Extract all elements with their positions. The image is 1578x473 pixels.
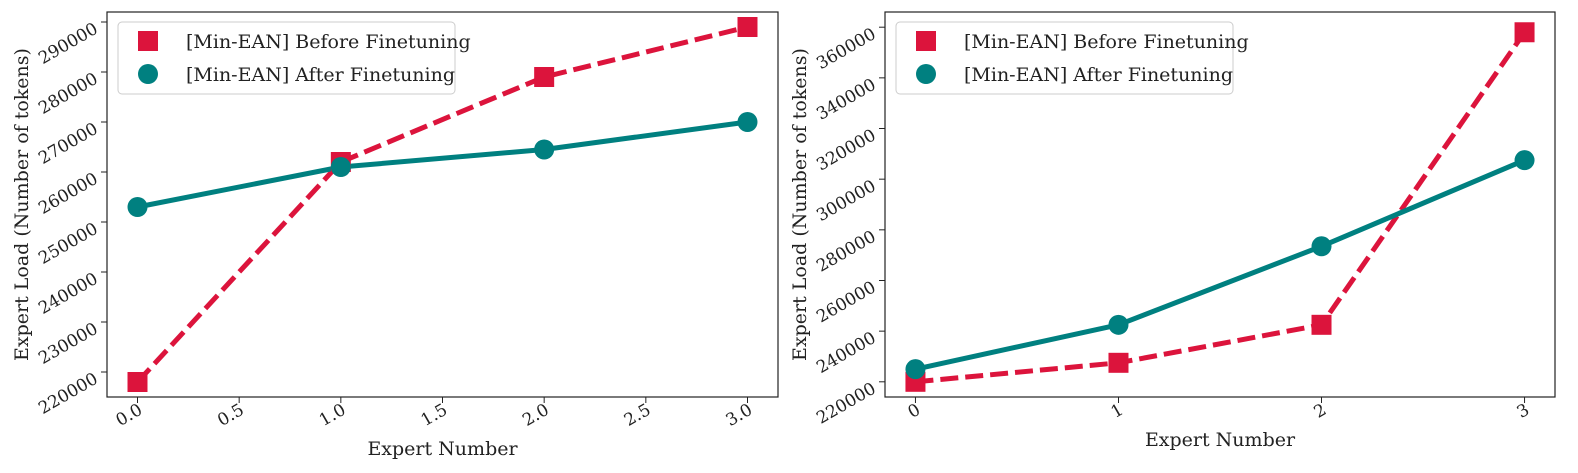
x-tick-label: 1 (1108, 400, 1127, 423)
data-point-after-finetuning (534, 139, 555, 160)
y-tick-label: 290000 (35, 19, 101, 69)
y-axis-label: Expert Load (Number of tokens) (11, 48, 33, 361)
legend-marker-before-finetuning (916, 31, 936, 51)
y-tick-label: 240000 (813, 328, 879, 378)
legend-label: [Min-EAN] After Finetuning (964, 64, 1233, 86)
chart-2: 0 1 2 3 220000240000260000280000300000320000… (789, 11, 1556, 451)
legend-marker-before-finetuning (138, 31, 158, 51)
data-point-before-finetuning (534, 67, 555, 87)
y-tick-label: 270000 (35, 119, 101, 169)
data-point-after-finetuning (905, 359, 926, 380)
series-line-before-finetuning (915, 30, 1527, 385)
plot-frame (884, 11, 1556, 398)
y-tick-label: 320000 (813, 126, 879, 176)
data-point-after-finetuning (737, 112, 758, 132)
x-tick-label: 1.0 (316, 400, 349, 431)
legend-label: [Min-EAN] Before Finetuning (186, 31, 471, 53)
y-tick-label: 340000 (813, 75, 879, 125)
y-tick-label: 220000 (813, 379, 879, 429)
y-tick-label: 260000 (813, 277, 879, 327)
legend: [Min-EAN] Before Finetuning [Min-EAN] Aft… (117, 21, 471, 95)
x-tick-label: 3.0 (723, 400, 756, 431)
data-point-after-finetuning (1108, 314, 1129, 335)
legend: [Min-EAN] Before Finetuning [Min-EAN] Aft… (895, 21, 1249, 95)
data-point-after-finetuning (330, 157, 351, 177)
legend-label: [Min-EAN] After Finetuning (186, 64, 455, 86)
y-tick-label: 280000 (35, 69, 101, 119)
x-tick-label: 2 (1311, 400, 1330, 423)
legend-box (117, 21, 456, 95)
x-axis-label: Expert Number (1145, 429, 1296, 451)
x-tick-label: 0.0 (113, 400, 146, 431)
x-axis-label: Expert Number (367, 438, 518, 460)
data-point-before-finetuning (127, 372, 148, 392)
x-tick-label: 2.5 (621, 400, 654, 431)
legend-box (895, 21, 1234, 95)
x-tick-label: 0.5 (214, 400, 247, 431)
y-tick-label: 220000 (35, 369, 101, 419)
data-point-after-finetuning (1514, 150, 1535, 171)
y-tick-label: 280000 (813, 227, 879, 277)
series-line-before-finetuning (135, 24, 749, 384)
chart-1: 0.0 0.5 1.0 1.5 2.0 2.5 3.02200002300002400002… (11, 11, 779, 460)
data-point-before-finetuning (1514, 22, 1535, 43)
x-tick-label: 0 (905, 400, 924, 423)
series-line-after-finetuning (137, 119, 748, 210)
y-tick-label: 250000 (35, 219, 101, 269)
y-tick-label: 360000 (813, 24, 879, 74)
data-point-before-finetuning (1311, 314, 1332, 335)
data-point-before-finetuning (1108, 352, 1129, 373)
y-tick-label: 230000 (35, 319, 101, 369)
data-point-after-finetuning (127, 197, 148, 217)
y-axis-label: Expert Load (Number of tokens) (789, 48, 811, 361)
series-line-after-finetuning (914, 157, 1526, 372)
x-tick-label: 3 (1514, 400, 1533, 423)
legend-marker-after-finetuning (138, 64, 158, 84)
x-tick-label: 1.5 (418, 400, 451, 431)
y-tick-label: 240000 (35, 269, 101, 319)
y-tick-label: 260000 (35, 169, 101, 219)
x-tick-label: 2.0 (519, 400, 552, 431)
data-point-before-finetuning (737, 17, 758, 37)
legend-marker-after-finetuning (916, 64, 936, 84)
y-tick-label: 300000 (813, 176, 879, 226)
legend-label: [Min-EAN] Before Finetuning (964, 31, 1249, 53)
data-point-after-finetuning (1311, 236, 1332, 257)
